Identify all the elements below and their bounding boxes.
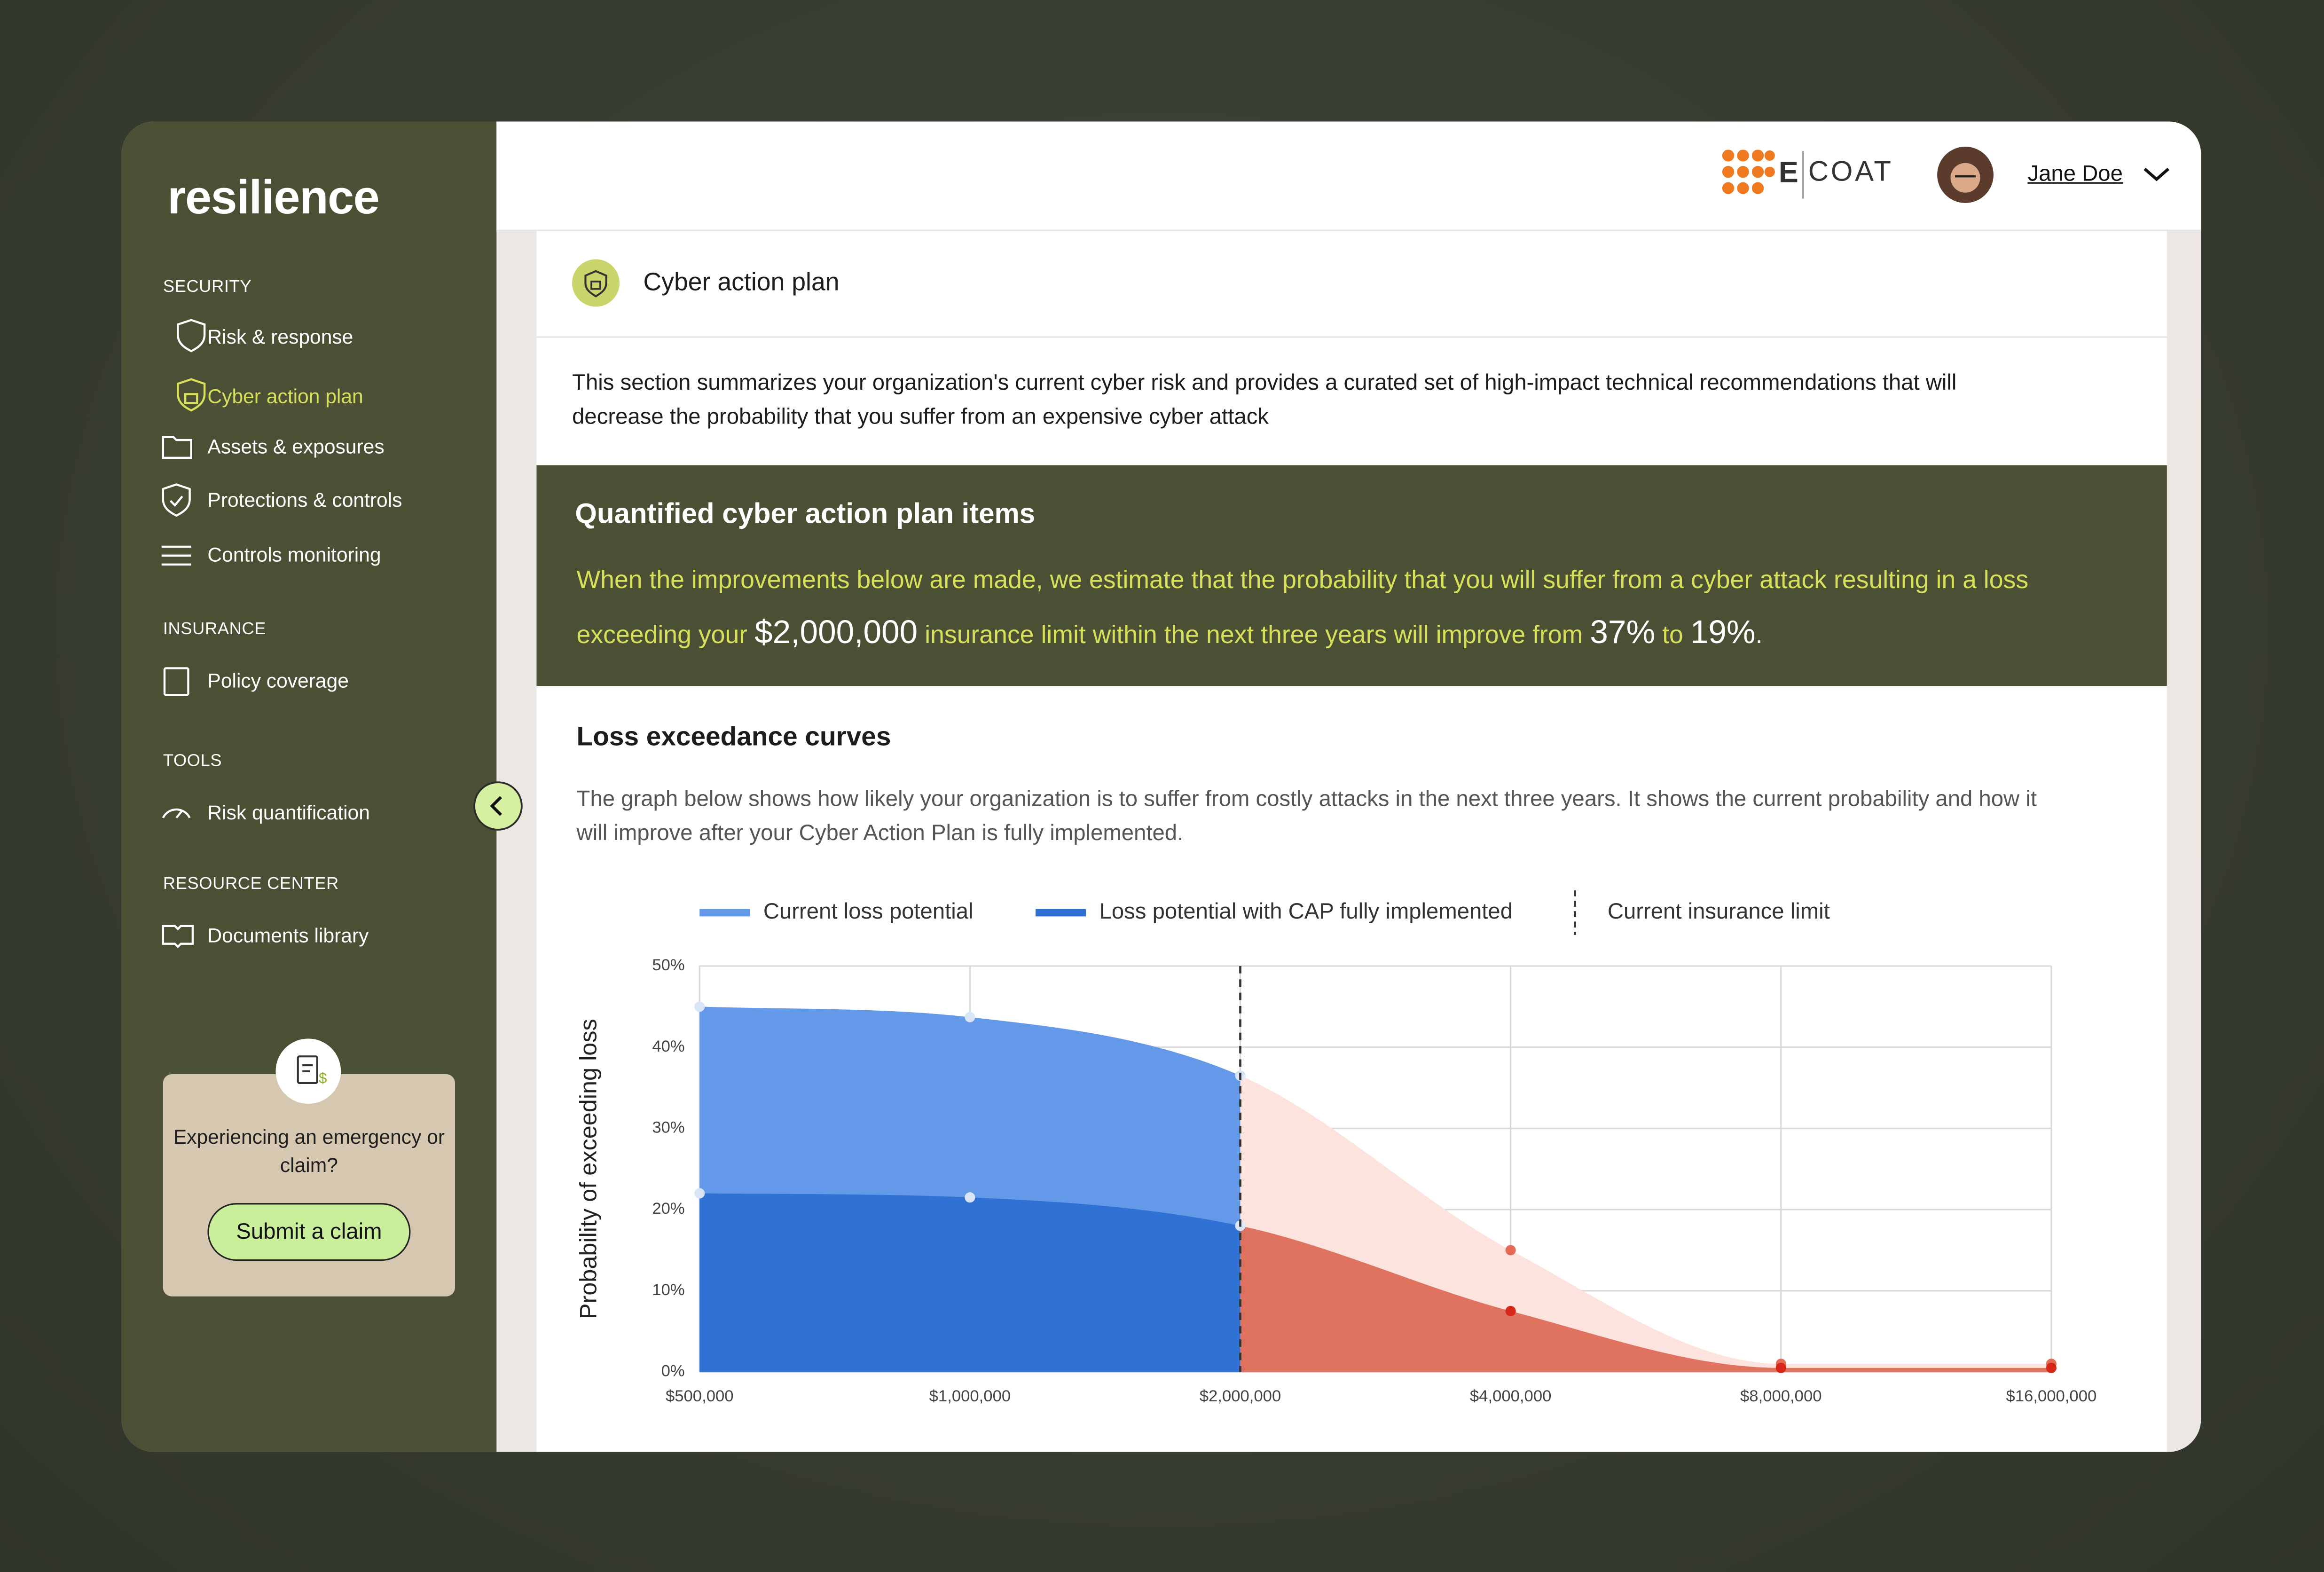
claim-icon: $ — [275, 1038, 341, 1104]
content-panel: Cyber action plan This section summarize… — [536, 231, 2167, 1452]
top-bar: E COAT Jane Doe — [496, 121, 2201, 231]
nav-item[interactable]: Controls monitoring — [207, 543, 381, 566]
icon — [163, 667, 189, 696]
nav-item[interactable]: Policy coverage — [207, 669, 349, 692]
icon — [162, 436, 192, 459]
icon — [161, 545, 191, 566]
icon — [162, 925, 194, 949]
company-mark: E — [1778, 157, 1798, 190]
summary-band: Quantified cyber action plan items When … — [536, 465, 2167, 686]
summary-part: to — [1662, 621, 1683, 649]
avatar[interactable] — [1936, 145, 1995, 204]
company-name: COAT — [1808, 157, 1893, 189]
section-description: The graph below shows how likely your or… — [576, 786, 2037, 846]
section-title: RESOURCE CENTER — [163, 875, 339, 894]
intro-text: This section summarizes your organizatio… — [572, 370, 1957, 430]
summary-part: insurance limit within the next three ye… — [925, 621, 1583, 649]
user-name[interactable]: Jane Doe — [2027, 161, 2123, 187]
submit-claim-button[interactable]: Submit a claim — [207, 1203, 411, 1261]
sidebar: resilience SECURITY Risk & response Cybe… — [121, 121, 497, 1452]
divider — [1802, 151, 1804, 199]
icon — [177, 378, 206, 412]
page-icon — [572, 259, 620, 307]
icon — [162, 808, 191, 819]
summary-current: 37% — [1590, 613, 1656, 651]
nav-item[interactable]: Protections & controls — [207, 489, 402, 511]
user-menu-chevron[interactable] — [2142, 165, 2171, 185]
section-title: INSURANCE — [163, 621, 267, 639]
divider — [536, 336, 2167, 338]
nav-item-active[interactable]: Cyber action plan — [207, 385, 363, 408]
claim-text: Experiencing an emergency or claim? — [173, 1126, 445, 1177]
nav-item[interactable]: Risk quantification — [207, 802, 370, 824]
section-title: TOOLS — [163, 753, 222, 770]
summary-part: . — [1755, 621, 1763, 649]
nav-item[interactable]: Risk & response — [207, 326, 353, 348]
claim-card: Experiencing an emergency or claim? Subm… — [163, 1074, 455, 1297]
section-title: Loss exceedance curves — [576, 721, 891, 751]
summary-part: When the improvements below are made, we… — [576, 566, 2029, 649]
app-window: resilience SECURITY Risk & response Cybe… — [121, 121, 2201, 1452]
summary-improved: 19% — [1690, 613, 1756, 651]
icon — [184, 393, 198, 404]
nav-icons — [161, 319, 206, 949]
icon — [177, 319, 206, 353]
page-title: Cyber action plan — [643, 268, 840, 297]
summary-title: Quantified cyber action plan items — [575, 499, 1036, 531]
icon — [162, 483, 191, 517]
section-title: SECURITY — [163, 278, 252, 297]
summary-text: When the improvements below are made, we… — [577, 554, 2118, 661]
svg-text:$: $ — [319, 1069, 327, 1086]
company-logo-mark — [1722, 149, 1775, 194]
nav-item[interactable]: Documents library — [207, 924, 369, 947]
nav-item[interactable]: Assets & exposures — [207, 435, 385, 458]
brand-logo[interactable]: resilience — [167, 170, 379, 224]
summary-amount: $2,000,000 — [754, 613, 918, 651]
collapse-sidebar-button[interactable] — [471, 779, 525, 833]
